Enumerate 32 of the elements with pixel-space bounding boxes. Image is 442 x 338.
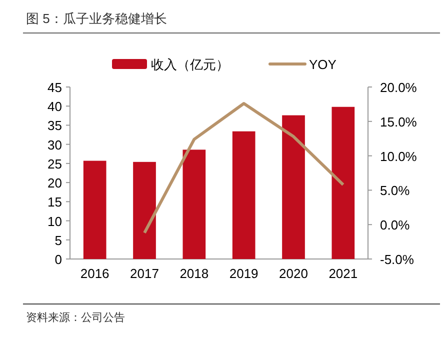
y2-tick-label: -5.0% bbox=[380, 252, 414, 267]
x-tick-label: 2020 bbox=[279, 266, 308, 281]
y-tick-label: 5 bbox=[54, 232, 62, 248]
y2-tick-label: 0.0% bbox=[380, 218, 410, 233]
bar bbox=[133, 162, 156, 259]
y-tick-label: 45 bbox=[48, 80, 62, 95]
y2-tick-label: 15.0% bbox=[380, 114, 418, 130]
y-tick-label: 20 bbox=[48, 176, 62, 191]
x-tick-label: 2016 bbox=[80, 266, 110, 281]
y-tick-label: 15 bbox=[48, 194, 62, 210]
text: 资料来源：公司公告 bbox=[26, 311, 125, 324]
bar bbox=[232, 131, 256, 259]
bar bbox=[332, 106, 355, 259]
bar bbox=[182, 150, 206, 259]
y-tick-label: 40 bbox=[48, 99, 62, 114]
legend-label: 收入（亿元） bbox=[151, 57, 229, 72]
y2-tick-label: 10.0% bbox=[380, 148, 418, 164]
x-tick-label: 2018 bbox=[180, 266, 209, 281]
y-tick-label: 10 bbox=[48, 214, 62, 229]
y2-tick-label: 20.0% bbox=[380, 80, 418, 95]
x-tick-label: 2017 bbox=[130, 266, 159, 281]
y-tick-label: 25 bbox=[48, 156, 62, 172]
x-tick-label: 2021 bbox=[328, 266, 358, 281]
bar bbox=[83, 160, 106, 259]
legend-label: YOY bbox=[309, 57, 337, 72]
y-tick-label: 0 bbox=[54, 252, 62, 267]
y2-tick-label: 5.0% bbox=[380, 183, 410, 198]
y-tick-label: 35 bbox=[48, 118, 62, 134]
chart-title: 图 5：瓜子业务稳健增长 bbox=[26, 11, 167, 26]
bar bbox=[282, 115, 305, 259]
y-tick-label: 30 bbox=[48, 137, 62, 152]
x-tick-label: 2019 bbox=[229, 266, 258, 281]
